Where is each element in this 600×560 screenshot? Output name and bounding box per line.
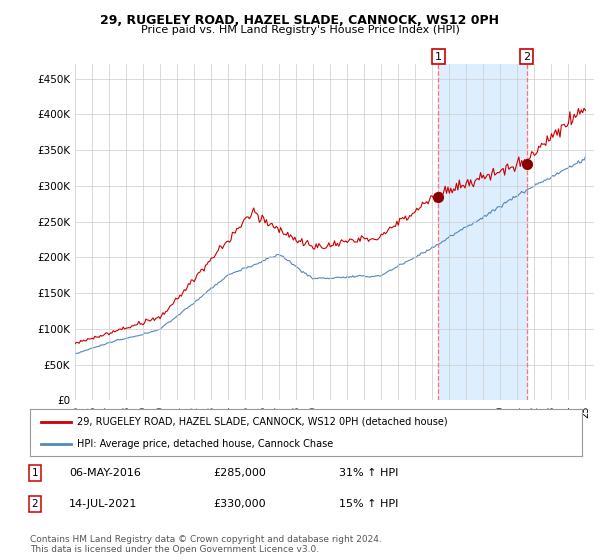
Bar [439,64,527,400]
Text: Price paid vs. HM Land Registry's House Price Index (HPI): Price paid vs. HM Land Registry's House … [140,25,460,35]
Text: 06-MAY-2016: 06-MAY-2016 [69,468,141,478]
Text: HPI: Average price, detached house, Cannock Chase: HPI: Average price, detached house, Cann… [77,438,333,449]
Text: 2: 2 [31,499,38,509]
Text: 1: 1 [31,468,38,478]
Text: £285,000: £285,000 [213,468,266,478]
Text: £330,000: £330,000 [213,499,266,509]
Text: 29, RUGELEY ROAD, HAZEL SLADE, CANNOCK, WS12 0PH (detached house): 29, RUGELEY ROAD, HAZEL SLADE, CANNOCK, … [77,417,448,427]
Text: 2: 2 [523,52,530,62]
Text: 15% ↑ HPI: 15% ↑ HPI [339,499,398,509]
Text: Contains HM Land Registry data © Crown copyright and database right 2024.
This d: Contains HM Land Registry data © Crown c… [30,535,382,554]
Text: 1: 1 [435,52,442,62]
Text: 31% ↑ HPI: 31% ↑ HPI [339,468,398,478]
Text: 29, RUGELEY ROAD, HAZEL SLADE, CANNOCK, WS12 0PH: 29, RUGELEY ROAD, HAZEL SLADE, CANNOCK, … [101,14,499,27]
Text: 14-JUL-2021: 14-JUL-2021 [69,499,137,509]
